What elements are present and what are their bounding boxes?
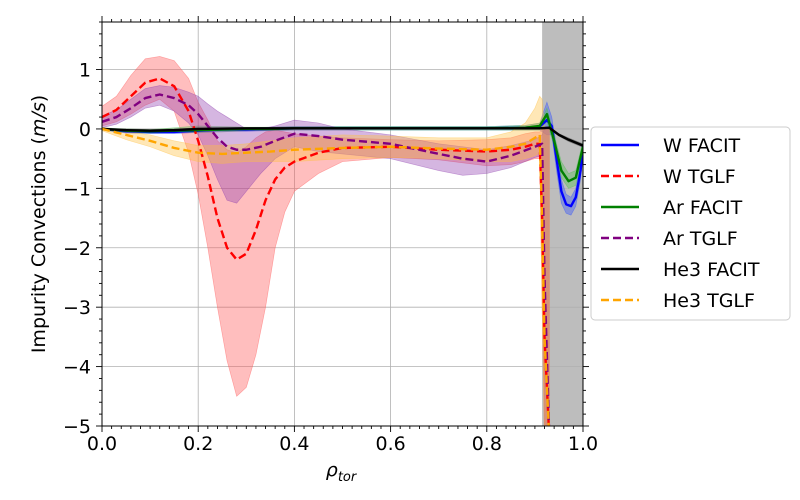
y-tick-label: −4 <box>63 357 91 379</box>
x-axis-label: ρtor <box>326 459 358 485</box>
y-tick-label: 1 <box>79 60 91 82</box>
x-tick-label: 0.0 <box>87 433 117 455</box>
band-ar-tglf <box>102 85 550 426</box>
legend-label: Ar TGLF <box>663 228 738 250</box>
legend-label: He3 TGLF <box>663 290 755 312</box>
legend-item: W TGLF <box>601 166 736 188</box>
y-tick-label: 0 <box>79 119 91 141</box>
line-he3-tglf <box>102 127 550 426</box>
y-tick-label: −1 <box>63 178 91 200</box>
y-axis-label-suffix: ) <box>28 95 50 102</box>
legend-label: W FACIT <box>663 135 741 157</box>
legend-item: W FACIT <box>601 135 741 157</box>
y-tick-label: −3 <box>63 297 91 319</box>
line-w-tglf <box>102 77 550 426</box>
legend-item: He3 FACIT <box>601 259 760 281</box>
series-lines <box>102 77 583 426</box>
y-axis-label-prefix: Impurity Convections ( <box>28 137 50 353</box>
plot-content <box>102 22 583 426</box>
legend-label: He3 FACIT <box>663 259 760 281</box>
legend-label: Ar FACIT <box>663 197 743 219</box>
line-he3-facit <box>102 126 583 147</box>
y-axis-label: Impurity Convections (m/s) <box>28 95 50 353</box>
shaded-edge-region <box>542 22 583 426</box>
band-he3-tglf <box>102 95 550 426</box>
y-axis-label-unit: m/s <box>28 102 50 137</box>
x-tick-label: 0.4 <box>279 433 309 455</box>
x-tick-label: 0.8 <box>472 433 502 455</box>
x-tick-label: 0.2 <box>183 433 213 455</box>
axis-ticks <box>96 16 589 432</box>
y-tick-label: −5 <box>63 416 91 438</box>
legend-box <box>590 126 791 321</box>
legend-label: W TGLF <box>663 166 736 188</box>
tick-labels: 0.0 0.2 0.4 0.6 0.8 1.0 −5 −4 −3 −2 −1 0 1 <box>63 60 598 455</box>
x-tick-label: 0.6 <box>375 433 405 455</box>
legend: W FACIT W TGLF Ar FACIT Ar TGLF He3 FACIT He3… <box>590 126 791 321</box>
x-axis-label-main: ρ <box>326 459 338 481</box>
legend-item: Ar TGLF <box>601 228 738 250</box>
legend-item: Ar FACIT <box>601 197 743 219</box>
x-axis-label-sub: tor <box>338 470 358 485</box>
x-tick-label: 1.0 <box>568 433 598 455</box>
line-ar-tglf <box>102 93 551 426</box>
plot-area <box>102 22 583 426</box>
legend-item: He3 TGLF <box>601 290 755 312</box>
y-tick-label: −2 <box>63 238 91 260</box>
